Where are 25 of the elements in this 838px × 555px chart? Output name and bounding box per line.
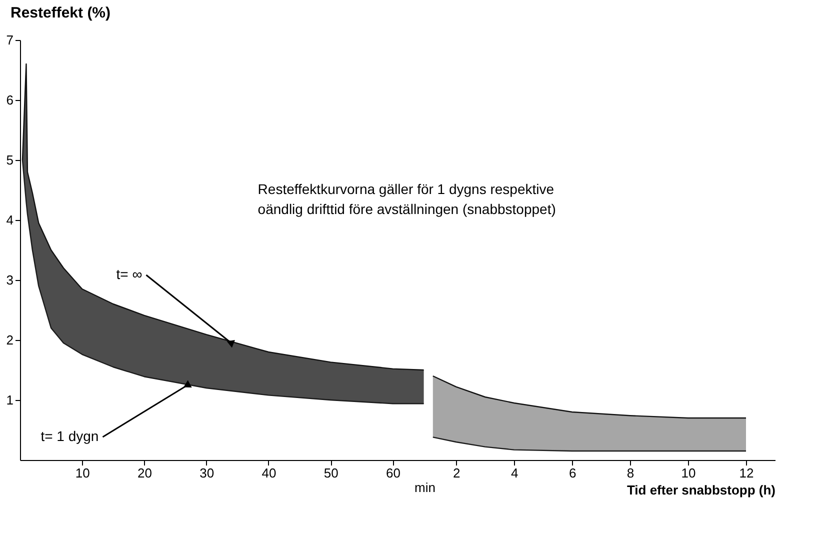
y-tick-label: 5 (6, 152, 14, 168)
x-tick-label: 10 (681, 466, 696, 480)
x-tick-label: 60 (386, 466, 400, 480)
annotation: Resteffektkurvorna gäller för 1 dygns respektive oändlig drifttid före avställningen (snabbstoppet) (258, 180, 556, 217)
x-tick-label: 10 (75, 466, 90, 480)
x-tick-label: 8 (626, 466, 634, 480)
x-tick-label: 4 (510, 466, 518, 480)
x-axis-title: Tid efter snabbstopp (h) (626, 482, 776, 498)
x-tick-label: 50 (324, 466, 338, 480)
x-tick-label: 12 (739, 466, 754, 480)
y-tick-label: 1 (6, 392, 14, 408)
text: min (414, 480, 436, 495)
annotation: t= ∞ (116, 266, 142, 282)
y-axis-title: Resteffekt (%) (10, 4, 111, 22)
y-tick-label: 2 (6, 332, 14, 348)
y-tick-label: 4 (6, 212, 14, 228)
x-tick-label: 40 (262, 466, 276, 480)
x-tick-label: 6 (568, 466, 576, 480)
x-tick-label: 2 (452, 466, 460, 480)
annotation: t= 1 dygn (40, 428, 99, 444)
x-tick-label: 30 (200, 466, 214, 480)
y-tick-label: 7 (6, 32, 14, 48)
y-tick-label: 6 (6, 92, 14, 108)
y-tick-label: 3 (6, 272, 14, 288)
x-tick-label: 20 (138, 466, 152, 480)
